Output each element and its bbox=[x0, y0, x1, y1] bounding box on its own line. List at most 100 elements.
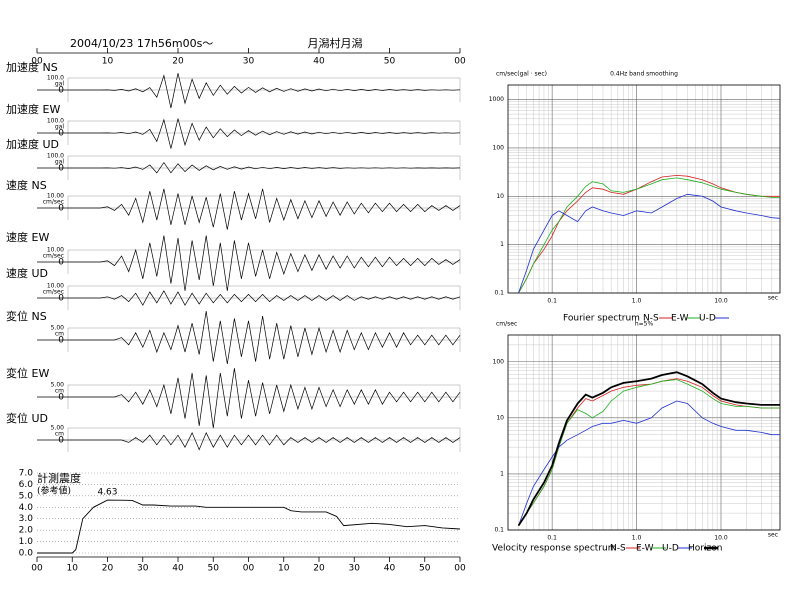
legend-label: N-S bbox=[610, 544, 626, 554]
trace-unit: cm/sec bbox=[43, 253, 64, 260]
y-tick-label: 0.0 bbox=[19, 549, 34, 559]
legend-title: Fourier spectrum bbox=[563, 314, 640, 324]
x-tick-label: 30 bbox=[349, 564, 361, 574]
y-tick-label: 100.0 bbox=[47, 118, 64, 125]
waveform bbox=[37, 431, 461, 451]
spectrum-line bbox=[518, 177, 780, 294]
trace-unit: cm/sec bbox=[43, 289, 64, 296]
y-tick-label: 100 bbox=[493, 358, 505, 365]
x-tick-label: 10.0 bbox=[714, 298, 728, 305]
x-tick-label: 40 bbox=[172, 564, 184, 574]
trace-name: 変位 UD bbox=[6, 411, 48, 425]
y-tick-label: 10.00 bbox=[47, 193, 64, 200]
trace-name: 加速度 UD bbox=[6, 137, 59, 151]
y-tick-label: 4.0 bbox=[19, 503, 34, 513]
y-tick-label: 1000 bbox=[489, 96, 504, 103]
x-tick-label: 20 bbox=[172, 57, 184, 67]
x-tick-label: 40 bbox=[384, 564, 396, 574]
spectrum-line bbox=[518, 379, 780, 526]
legend-label: N-S bbox=[643, 314, 659, 324]
trace-name: 速度 UD bbox=[6, 266, 48, 280]
trace-unit: cm/sec bbox=[43, 199, 64, 206]
x-tick-label: 00 bbox=[454, 57, 466, 67]
legend-label: U-D bbox=[662, 544, 679, 554]
x-tick-label: 10 bbox=[102, 57, 114, 67]
x-tick-label: 50 bbox=[419, 564, 431, 574]
x-axis-label: sec bbox=[768, 295, 778, 302]
waveform bbox=[37, 290, 461, 306]
station-name: 月潟村月潟 bbox=[308, 36, 363, 50]
record-time: 2004/10/23 17h56m00s～ bbox=[70, 37, 213, 50]
chart-title: 計測震度 bbox=[37, 471, 81, 485]
legend-label: E-W bbox=[636, 544, 654, 554]
y-axis-label: cm/sec(gal · sec) bbox=[496, 71, 547, 78]
trace-unit: cm bbox=[55, 388, 64, 395]
x-tick-label: 30 bbox=[137, 564, 149, 574]
y-tick-label: 5.0 bbox=[19, 491, 34, 501]
y-tick-label: 0.1 bbox=[494, 290, 504, 297]
trace-name: 変位 NS bbox=[6, 309, 47, 323]
spectrum-line bbox=[518, 193, 781, 294]
waveform bbox=[37, 311, 461, 365]
x-tick-label: 1.0 bbox=[632, 535, 642, 542]
x-tick-label: 00 bbox=[454, 564, 466, 574]
x-tick-label: 00 bbox=[243, 564, 255, 574]
legend-title: Velocity response spectrum bbox=[492, 544, 617, 554]
y-tick-label: 100 bbox=[493, 144, 505, 151]
x-tick-label: 00 bbox=[31, 564, 43, 574]
x-tick-label: 0.1 bbox=[547, 535, 557, 542]
y-tick-label: 3.0 bbox=[19, 514, 34, 524]
y-tick-label: 0.1 bbox=[494, 527, 504, 534]
y-tick-label: 10 bbox=[496, 414, 504, 421]
chart-note: h=5% bbox=[635, 321, 654, 328]
x-tick-label: 40 bbox=[313, 57, 325, 67]
y-tick-label: 0 bbox=[58, 258, 64, 268]
trace-name: 速度 NS bbox=[6, 178, 47, 192]
y-tick-label: 0 bbox=[58, 294, 64, 304]
x-tick-label: 20 bbox=[313, 564, 325, 574]
legend-label: U-D bbox=[699, 314, 716, 324]
trace-unit: gal bbox=[55, 159, 64, 166]
y-tick-label: 1 bbox=[500, 470, 504, 477]
x-tick-label: 0.1 bbox=[547, 298, 557, 305]
y-tick-label: 10.00 bbox=[47, 247, 64, 254]
y-tick-label: 100.0 bbox=[47, 75, 64, 82]
chart-subtitle: (参考値) bbox=[37, 485, 71, 497]
y-tick-label: 0 bbox=[58, 129, 64, 139]
y-tick-label: 0 bbox=[58, 336, 64, 346]
x-axis-label: sec bbox=[768, 532, 778, 539]
y-tick-label: 100.0 bbox=[47, 153, 64, 160]
y-tick-label: 7.0 bbox=[19, 469, 34, 479]
trace-unit: gal bbox=[55, 81, 64, 88]
x-tick-label: 50 bbox=[208, 564, 220, 574]
plot-frame bbox=[507, 84, 781, 294]
y-tick-label: 1 bbox=[500, 241, 504, 248]
intensity-line bbox=[37, 499, 461, 554]
waveform bbox=[37, 235, 461, 291]
y-tick-label: 0 bbox=[58, 436, 64, 446]
waveform bbox=[37, 118, 461, 149]
plot-frame bbox=[507, 334, 781, 531]
trace-name: 加速度 EW bbox=[6, 102, 60, 116]
spectrum-line bbox=[517, 371, 780, 527]
waveform bbox=[37, 188, 461, 230]
y-tick-label: 5.00 bbox=[51, 382, 65, 389]
y-tick-label: 2.0 bbox=[19, 526, 34, 536]
x-tick-label: 20 bbox=[102, 564, 114, 574]
x-tick-label: 50 bbox=[384, 57, 396, 67]
y-tick-label: 5.00 bbox=[51, 425, 65, 432]
annotation: 4.63 bbox=[97, 488, 117, 498]
x-tick-label: 10 bbox=[278, 564, 290, 574]
y-tick-label: 0 bbox=[58, 86, 64, 96]
trace-unit: gal bbox=[55, 124, 64, 131]
chart-note: 0.4Hz band smoothing bbox=[610, 71, 678, 78]
y-tick-label: 10 bbox=[496, 193, 504, 200]
waveform bbox=[37, 161, 461, 174]
trace-name: 速度 EW bbox=[6, 230, 49, 244]
trace-name: 加速度 NS bbox=[6, 60, 58, 74]
waveform bbox=[37, 368, 461, 429]
x-tick-label: 10 bbox=[67, 564, 79, 574]
y-tick-label: 1.0 bbox=[19, 537, 34, 547]
y-tick-label: 0 bbox=[58, 164, 64, 174]
